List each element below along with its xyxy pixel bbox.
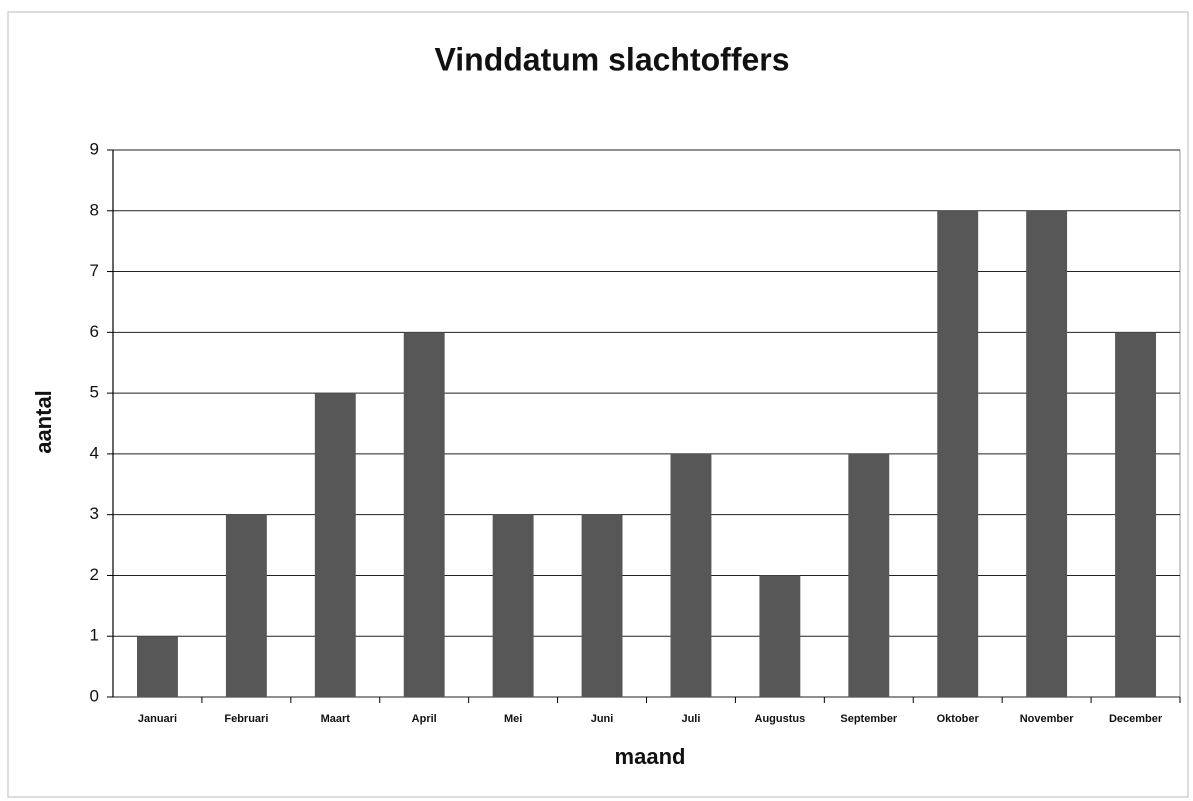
- bar: [1115, 332, 1156, 697]
- x-tick-label: December: [1109, 713, 1163, 725]
- x-tick-label: Augustus: [755, 713, 806, 725]
- y-tick-label: 7: [90, 261, 99, 280]
- bar: [314, 393, 356, 697]
- x-tick-label: Januari: [138, 713, 177, 725]
- x-tick-label: April: [412, 713, 437, 725]
- bar: [1026, 210, 1068, 697]
- bar: [403, 332, 445, 697]
- y-tick-label: 9: [90, 139, 99, 158]
- y-tick-label: 3: [90, 504, 99, 523]
- y-tick-label: 8: [90, 200, 99, 219]
- x-tick-label: Maart: [321, 713, 351, 725]
- bar: [225, 514, 267, 697]
- y-tick-label: 1: [90, 626, 99, 645]
- bar: [137, 636, 178, 697]
- bar: [759, 575, 801, 697]
- x-tick-label: Oktober: [937, 713, 980, 725]
- bar: [670, 453, 712, 697]
- y-axis-label: aantal: [31, 390, 56, 454]
- x-tick-label: September: [840, 713, 898, 725]
- x-tick-label: Februari: [224, 713, 268, 725]
- chart-frame: [7, 11, 1189, 798]
- y-tick-label: 2: [90, 565, 99, 584]
- y-tick-label: 0: [90, 686, 99, 705]
- chart-title: Vinddatum slachtoffers: [434, 41, 789, 77]
- bar: [848, 453, 890, 697]
- y-tick-label: 4: [90, 443, 99, 462]
- x-tick-label: Juni: [591, 713, 614, 725]
- x-tick-label: Juli: [681, 713, 700, 725]
- bar: [937, 210, 979, 697]
- y-tick-label: 6: [90, 322, 99, 341]
- bar: [492, 514, 534, 697]
- bar: [581, 514, 623, 697]
- y-tick-label: 5: [90, 383, 99, 402]
- x-tick-label: November: [1020, 713, 1075, 725]
- x-axis-label: maand: [615, 744, 686, 769]
- x-tick-label: Mei: [504, 713, 522, 725]
